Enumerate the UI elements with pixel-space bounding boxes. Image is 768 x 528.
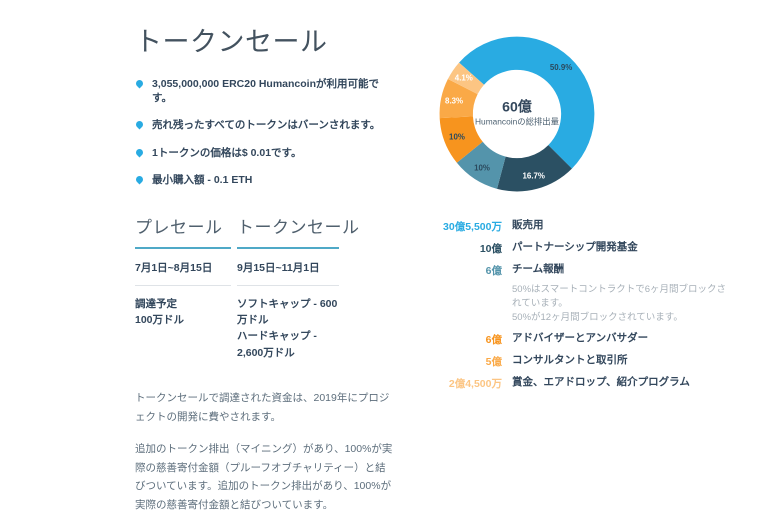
tokensale-cap: ソフトキャップ - 600万ドル ハードキャップ - 2,600万ドル — [237, 297, 338, 359]
donut-percent-label: 10% — [474, 164, 490, 173]
bullet-text: 1トークンの価格は$ 0.01です。 — [152, 146, 302, 159]
legend-amount: 30億5,500万 — [443, 221, 502, 233]
list-item: 売れ残ったすべてのトークンはバーンされます。 — [134, 118, 393, 132]
token-allocation-legend: 30億5,500万 販売用 10億 パートナーシップ開発基金 6億 チーム報酬 … — [430, 219, 760, 398]
page-title: トークンセール — [135, 27, 328, 57]
drop-bullet-icon — [134, 119, 145, 130]
bullet-text: 最小購入額 - 0.1 ETH — [152, 173, 253, 186]
legend-amount: 2億4,500万 — [448, 378, 502, 391]
token-sale-bullets: 3,055,000,000 ERC20 Humancoinが利用可能です。 売れ… — [134, 77, 393, 187]
donut-slice — [456, 141, 506, 189]
donut-slice — [439, 116, 483, 163]
drop-bullet-icon — [134, 147, 145, 157]
donut-slice — [497, 145, 572, 192]
presale-column: プレセール 7月1日~8月15日 調達予定 100万ドル — [135, 213, 231, 361]
drop-bullet-icon — [134, 78, 145, 89]
team-reward-notes: 50%はスマートコントラクトで6ヶ月間ブロックされています。 50%が12ヶ月間… — [512, 283, 730, 324]
tokensale-heading: トークンセール — [237, 213, 359, 249]
donut-slice — [439, 79, 478, 119]
legend-label: パートナーシップ開発基金 — [512, 241, 638, 253]
token-allocation-donut-chart: 50.9% 16.7% 10% 10% 8.3% 4.1% 60億 Humancoinの総… — [429, 26, 605, 202]
list-item: 1トークンの価格は$ 0.01です。 — [134, 146, 393, 160]
donut-percent-label: 10% — [449, 133, 465, 142]
note-line: 50%が12ヶ月間ブロックされています。 — [512, 311, 683, 323]
donut-percent-label: 16.7% — [523, 172, 545, 181]
legend-row: 30億5,500万 販売用 — [430, 219, 760, 234]
token-sale-section: トークンセール 3,055,000,000 ERC20 Humancoinが利用… — [134, 20, 393, 528]
legend-amount: 6億 — [485, 265, 502, 277]
legend-row: 5億 コンサルタントと取引所 — [430, 354, 760, 369]
legend-amount: 10億 — [479, 243, 502, 255]
legend-row: 6億 チーム報酬 — [430, 263, 760, 278]
legend-label: チーム報酬 — [512, 263, 565, 275]
presale-dates: 7月1日~8月15日 — [135, 249, 231, 286]
donut-svg: 50.9% 16.7% 10% 10% 8.3% 4.1% 60億 Humancoinの総… — [439, 36, 595, 192]
presale-heading: プレセール — [135, 213, 231, 249]
presale-cap: 調達予定 100万ドル — [135, 297, 185, 327]
tokensale-column: トークンセール 9月15日~11月1日 ソフトキャップ - 600万ドル ハード… — [237, 213, 359, 361]
sale-phases: プレセール 7月1日~8月15日 調達予定 100万ドル トークンセール 9月1… — [135, 213, 393, 361]
note-line: 50%はスマートコントラクトで6ヶ月間ブロックされています。 — [512, 284, 727, 309]
legend-row: 2億4,500万 賞金、エアドロップ、紹介プログラム — [430, 376, 760, 391]
description-paragraphs: トークンセールで調達された資金は、2019年にプロジェクトの開発に費やされます。… — [135, 389, 393, 515]
donut-percent-label: 50.9% — [550, 63, 572, 72]
bullet-text: 3,055,000,000 ERC20 Humancoinが利用可能です。 — [152, 78, 380, 105]
bullet-text: 売れ残ったすべてのトークンはバーンされます。 — [152, 119, 381, 132]
legend-label: 賞金、エアドロップ、紹介プログラム — [512, 376, 690, 389]
paragraph: トークンセールで調達された資金は、2019年にプロジェクトの開発に費やされます。 — [135, 391, 390, 423]
paragraph: 追加のトークン排出（マイニング）があり、100%が実際の慈善寄付金額（プルーフオ… — [135, 442, 393, 512]
legend-amount: 5億 — [485, 356, 502, 369]
legend-row: 6億 アドバイザーとアンバサダー — [430, 332, 760, 347]
legend-amount: 6億 — [485, 334, 502, 347]
donut-percent-label: 8.3% — [445, 96, 463, 105]
list-item: 3,055,000,000 ERC20 Humancoinが利用可能です。 — [134, 77, 393, 105]
tokensale-dates: 9月15日~11月1日 — [237, 249, 339, 286]
donut-slice — [459, 36, 595, 169]
donut-slice — [447, 62, 484, 95]
legend-row: 10億 パートナーシップ開発基金 — [430, 241, 760, 256]
donut-percent-label: 4.1% — [455, 73, 473, 82]
legend-label: 販売用 — [512, 219, 544, 231]
legend-label: コンサルタントと取引所 — [512, 354, 628, 367]
legend-label: アドバイザーとアンバサダー — [512, 332, 649, 345]
drop-bullet-icon — [134, 174, 145, 185]
donut-center-value: 60億 — [502, 98, 532, 114]
list-item: 最小購入額 - 0.1 ETH — [134, 173, 393, 187]
donut-center-caption: Humancoinの総排出量 — [475, 117, 559, 127]
